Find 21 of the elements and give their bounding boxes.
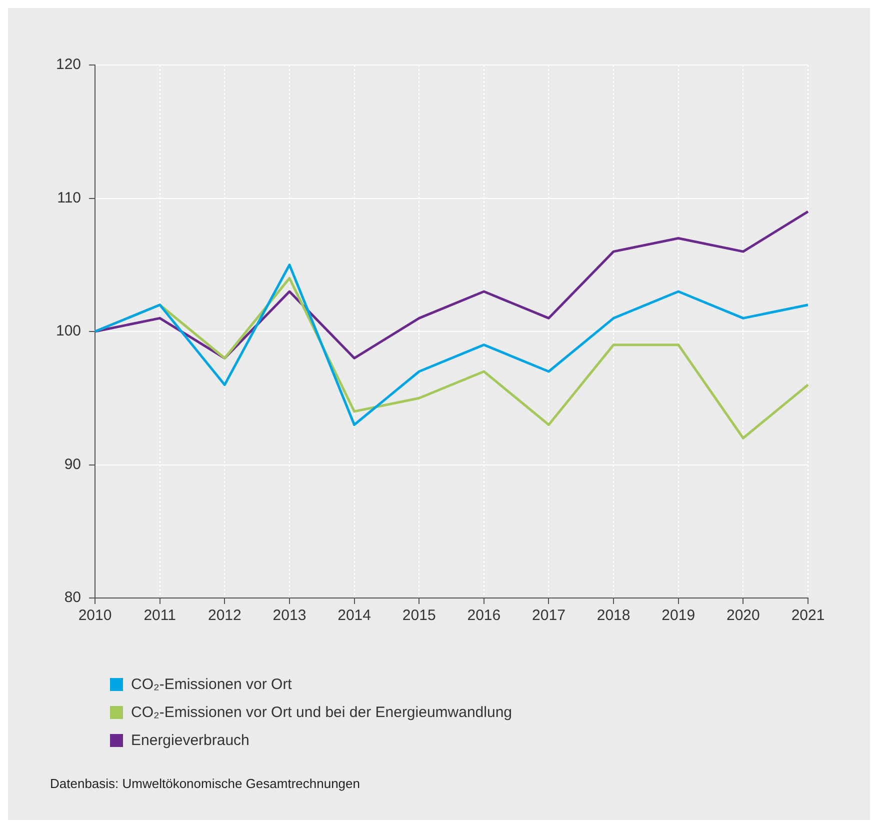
y-tick-label: 80 [64,589,82,606]
x-tick-label: 2010 [78,607,112,624]
x-tick-label: 2018 [596,607,630,624]
legend-label: CO₂-Emissionen vor Ort [131,676,292,692]
x-tick-label: 2011 [144,607,176,624]
y-tick-label: 100 [56,322,82,340]
x-tick-label: 2021 [791,607,825,624]
legend-label: Energieverbrauch [131,732,250,748]
y-tick-label: 90 [64,456,82,473]
x-tick-label: 2017 [532,607,566,624]
x-tick-label: 2013 [272,607,306,624]
x-tick-label: 2015 [402,607,436,624]
text: Datenbasis: Umweltökonomische Gesamtrechnungen [50,776,360,791]
x-tick-label: 2012 [208,607,242,624]
x-tick-label: 2020 [726,607,760,624]
x-tick-label: 2014 [338,607,371,624]
y-tick-label: 110 [57,189,82,206]
y-tick-label: 120 [56,56,82,74]
x-tick-label: 2016 [467,607,501,624]
x-tick-label: 2019 [662,607,696,624]
legend-label: CO₂-Emissionen vor Ort und bei der Energieumwandlung [131,704,512,720]
